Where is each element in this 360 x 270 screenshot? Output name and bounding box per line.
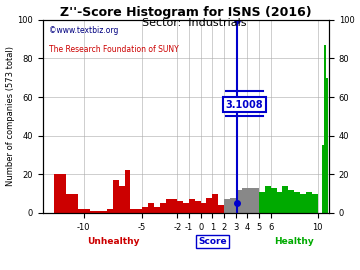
Bar	[130, 209, 136, 213]
Bar	[148, 203, 154, 213]
Bar	[326, 78, 328, 213]
Bar	[66, 194, 78, 213]
Bar	[90, 211, 95, 213]
Bar	[113, 180, 119, 213]
Bar	[160, 203, 166, 213]
Bar	[84, 209, 90, 213]
Bar	[247, 188, 253, 213]
Bar	[276, 192, 283, 213]
Bar	[300, 194, 306, 213]
Bar	[177, 201, 183, 213]
Bar	[283, 186, 288, 213]
Text: Sector:  Industrials: Sector: Industrials	[142, 18, 247, 28]
Bar	[119, 186, 125, 213]
Bar	[189, 200, 195, 213]
Text: The Research Foundation of SUNY: The Research Foundation of SUNY	[49, 45, 178, 54]
Title: Z''-Score Histogram for ISNS (2016): Z''-Score Histogram for ISNS (2016)	[60, 6, 312, 19]
Bar	[218, 205, 224, 213]
Bar	[171, 200, 177, 213]
Text: Healthy: Healthy	[274, 237, 314, 246]
Bar	[183, 203, 189, 213]
Bar	[201, 203, 207, 213]
Y-axis label: Number of companies (573 total): Number of companies (573 total)	[5, 46, 14, 186]
Bar	[125, 170, 130, 213]
Bar	[212, 194, 218, 213]
Bar	[107, 209, 113, 213]
Bar	[154, 207, 160, 213]
Text: Unhealthy: Unhealthy	[87, 237, 139, 246]
Text: 3.1008: 3.1008	[226, 100, 263, 110]
Bar	[322, 145, 324, 213]
Bar	[195, 201, 201, 213]
Bar	[230, 198, 236, 213]
Bar	[95, 211, 101, 213]
Bar	[324, 45, 326, 213]
Bar	[259, 192, 265, 213]
Bar	[224, 200, 230, 213]
Bar	[294, 192, 300, 213]
Bar	[142, 207, 148, 213]
Bar	[207, 198, 212, 213]
Bar	[271, 188, 276, 213]
Bar	[312, 194, 318, 213]
Bar	[136, 209, 142, 213]
Bar	[288, 190, 294, 213]
Bar	[306, 192, 312, 213]
Bar	[78, 209, 84, 213]
Bar	[242, 188, 247, 213]
Text: ©www.textbiz.org: ©www.textbiz.org	[49, 26, 118, 35]
Bar	[253, 188, 259, 213]
Text: Score: Score	[198, 237, 227, 246]
Bar	[166, 200, 171, 213]
Bar	[101, 211, 107, 213]
Bar	[265, 186, 271, 213]
Bar	[236, 190, 242, 213]
Bar	[54, 174, 66, 213]
